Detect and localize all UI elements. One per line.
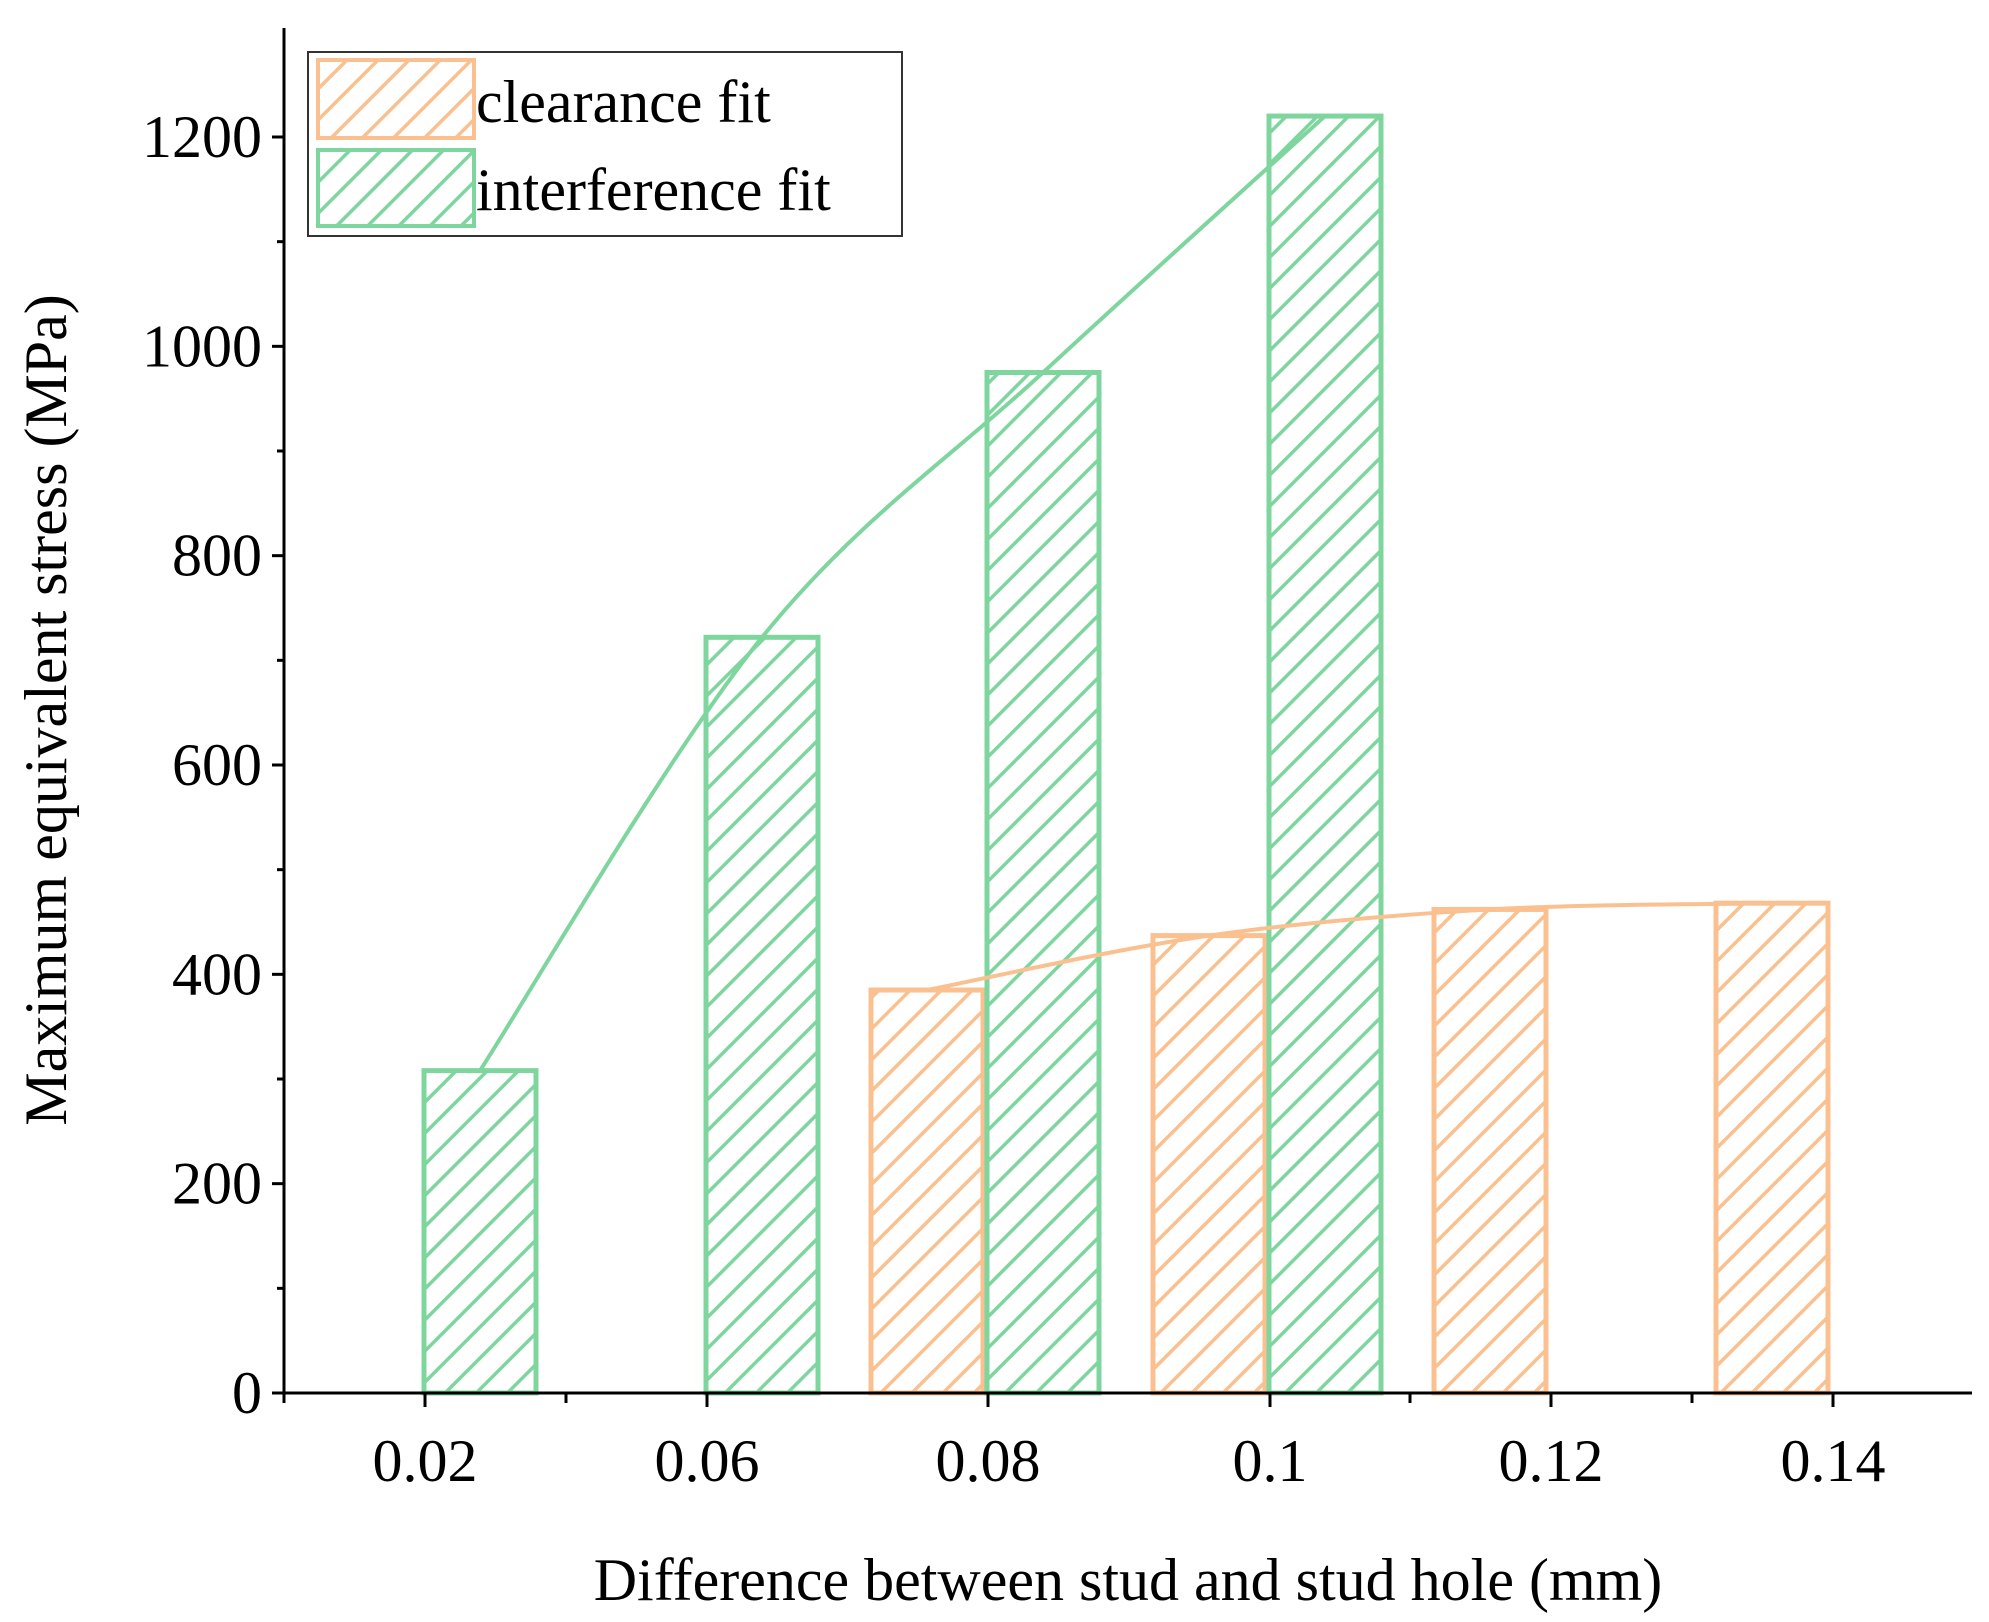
y-tick-label: 600 bbox=[172, 732, 262, 798]
trend-lines bbox=[478, 114, 1773, 1072]
legend-label-clearance-fit: clearance fit bbox=[476, 69, 771, 135]
clearance-fit-bar bbox=[1431, 906, 1549, 1396]
clearance-fit-bar bbox=[868, 987, 986, 1396]
legend-swatch-interference-fit bbox=[316, 148, 476, 228]
clearance-fit-bar bbox=[1713, 900, 1831, 1396]
x-tick-label: 0.12 bbox=[1499, 1428, 1604, 1494]
y-axis-title: Maximum equivalent stress (MPa) bbox=[13, 294, 79, 1126]
clearance-fit-trend-line bbox=[926, 901, 1773, 992]
y-tick-label: 800 bbox=[172, 523, 262, 589]
x-tick-label: 0.06 bbox=[655, 1428, 760, 1494]
y-tick-label: 0 bbox=[232, 1360, 262, 1426]
interference-fit-bar bbox=[984, 370, 1102, 1396]
y-tick-label: 1000 bbox=[142, 313, 262, 379]
interference-fit-bar bbox=[421, 1068, 539, 1396]
x-tick-label: 0.02 bbox=[373, 1428, 478, 1494]
y-tick-label: 200 bbox=[172, 1151, 262, 1217]
x-tick-label: 0.08 bbox=[936, 1428, 1041, 1494]
x-tick-label: 0.1 bbox=[1233, 1428, 1308, 1494]
y-tick-label: 400 bbox=[172, 941, 262, 1007]
interference-fit-bar bbox=[1266, 113, 1384, 1396]
x-axis-title: Difference between stud and stud hole (m… bbox=[594, 1547, 1663, 1613]
x-tick-label: 0.14 bbox=[1781, 1428, 1886, 1494]
legend-swatch-clearance-fit bbox=[316, 58, 476, 140]
x-axis-ticks: 0.02 0.06 0.08 0.1 0.12 0.14 bbox=[282, 1393, 1886, 1494]
clearance-fit-bar bbox=[1150, 933, 1268, 1396]
legend: clearance fit interference fit bbox=[307, 51, 903, 237]
interference-fit-bars bbox=[421, 113, 1384, 1396]
interference-fit-bar bbox=[703, 634, 821, 1396]
legend-label-interference-fit: interference fit bbox=[476, 157, 831, 223]
interference-fit-trend-line bbox=[478, 114, 1327, 1072]
y-axis-ticks: 0 200 400 600 800 1000 1200 bbox=[142, 104, 284, 1426]
y-tick-label: 1200 bbox=[142, 104, 262, 170]
